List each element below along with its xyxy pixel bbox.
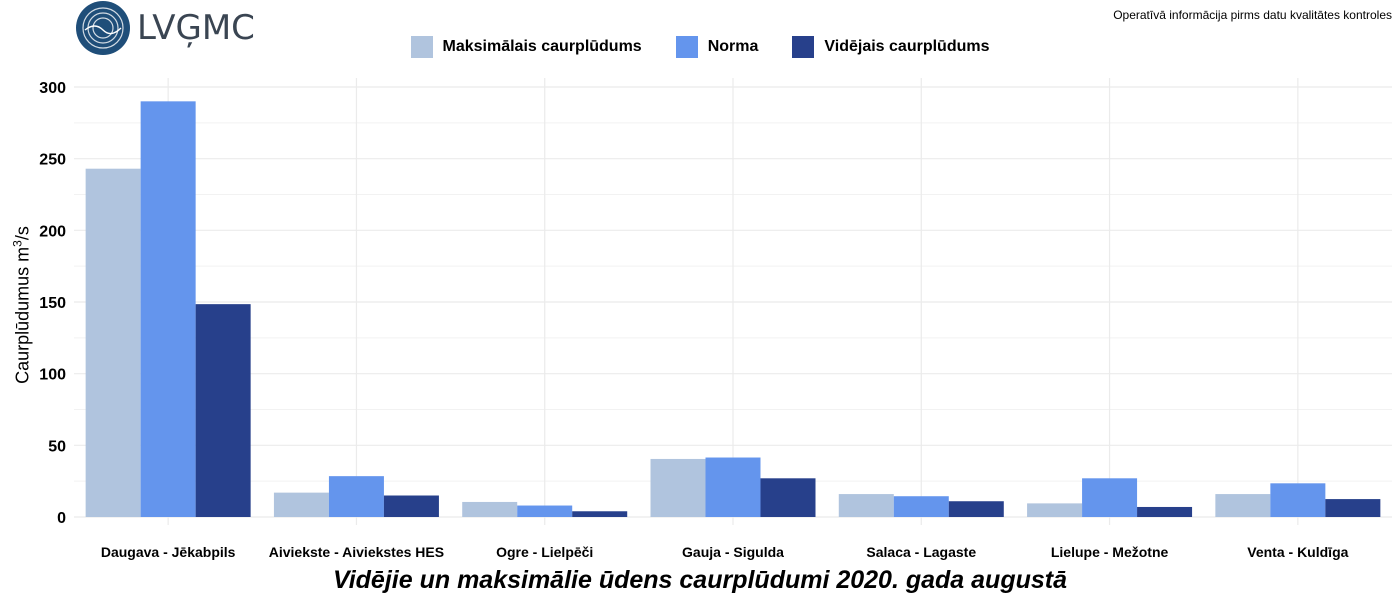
y-tick-label: 200 — [39, 223, 66, 240]
bar-norm — [140, 101, 196, 517]
y-tick-label: 150 — [39, 295, 66, 312]
legend-swatch-norm — [675, 36, 698, 58]
legend-item-norm: Norma — [675, 36, 759, 58]
bar-norm — [705, 457, 761, 517]
lvgmc-logo-icon — [76, 1, 130, 55]
x-tick-label: Gauja - Sigulda — [682, 544, 784, 560]
bar-avg — [760, 478, 816, 517]
legend: Maksimālais caurplūdums Norma Vidējais c… — [0, 36, 1400, 58]
bar-norm — [893, 496, 949, 517]
x-tick-label: Lielupe - Mežotne — [1051, 544, 1169, 560]
y-tick-label: 0 — [57, 510, 66, 527]
quality-notice: Operatīvā informācija pirms datu kvalitā… — [1113, 8, 1392, 22]
bar-max — [1027, 503, 1083, 517]
bar-max — [462, 501, 518, 517]
bar-max — [1215, 494, 1271, 517]
bar-avg — [572, 511, 628, 517]
bar-norm — [1082, 478, 1138, 517]
legend-label-norm: Norma — [707, 38, 759, 55]
legend-swatch-max — [410, 36, 433, 58]
chart-title: Vidējie un maksimālie ūdens caurplūdumi … — [332, 566, 1068, 594]
bar-norm — [328, 476, 384, 517]
bar-max — [650, 458, 706, 517]
bar-norm — [517, 505, 573, 517]
x-tick-label: Venta - Kuldīga — [1247, 544, 1348, 560]
bar-avg — [1137, 506, 1193, 517]
x-tick-label: Daugava - Jēkabpils — [101, 544, 236, 560]
legend-swatch-avg — [792, 36, 815, 58]
y-tick-label: 300 — [39, 80, 66, 97]
bar-max — [838, 494, 894, 517]
x-tick-label: Salaca - Lagaste — [866, 544, 976, 560]
y-tick-label: 50 — [48, 438, 66, 455]
bar-max — [85, 168, 141, 517]
legend-label-max: Maksimālais caurplūdums — [442, 38, 642, 55]
logo: LVĢMC — [75, 0, 255, 56]
legend-label-avg: Vidējais caurplūdums — [824, 38, 990, 55]
x-tick-label: Aiviekste - Aiviekstes HES — [269, 544, 444, 560]
bar-avg — [383, 495, 439, 517]
bar-avg — [1325, 499, 1381, 517]
x-tick-label: Ogre - Lielpēči — [496, 544, 593, 560]
y-tick-label: 100 — [39, 367, 66, 384]
bar-avg — [195, 304, 251, 517]
y-tick-label: 250 — [39, 152, 66, 169]
bar-norm — [1270, 483, 1326, 517]
legend-item-max: Maksimālais caurplūdums — [410, 36, 642, 58]
bar-max — [273, 492, 329, 517]
bar-avg — [948, 501, 1004, 517]
logo-text: LVĢMC — [137, 8, 255, 48]
legend-item-avg: Vidējais caurplūdums — [792, 36, 989, 58]
